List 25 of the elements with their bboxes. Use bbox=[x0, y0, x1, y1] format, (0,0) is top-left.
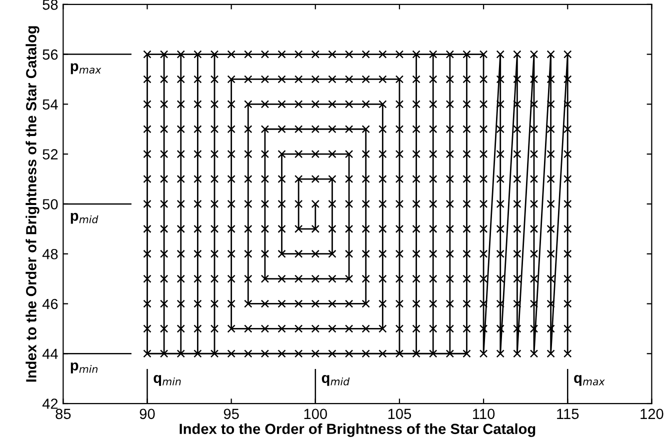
x-tick-label: 120 bbox=[640, 408, 664, 420]
ref-line-label: p$_{min}$ bbox=[70, 362, 98, 374]
y-axis-title: Index to the Order of Brightness of the Star Catalog bbox=[26, 26, 40, 382]
y-tick-label: 44 bbox=[42, 348, 58, 359]
x-tick-label: 105 bbox=[388, 408, 412, 420]
y-tick-label: 52 bbox=[42, 149, 58, 160]
y-tick-label: 56 bbox=[42, 49, 58, 60]
x-tick-label: 100 bbox=[304, 408, 327, 420]
x-tick-label: 110 bbox=[473, 408, 495, 420]
y-tick-label: 54 bbox=[42, 99, 58, 110]
x-tick-label: 90 bbox=[140, 408, 155, 420]
ref-line-label: p$_{mid}$ bbox=[70, 212, 98, 224]
x-axis-title: Index to the Order of Brightness of the Star Catalog bbox=[180, 423, 536, 438]
x-tick-label: 85 bbox=[56, 408, 71, 420]
y-tick-label: 58 bbox=[42, 0, 58, 10]
ref-line-label: q$_{min}$ bbox=[154, 374, 181, 386]
x-tick-label: 95 bbox=[224, 408, 239, 420]
ref-line-label: p$_{max}$ bbox=[70, 63, 102, 74]
y-tick-label: 50 bbox=[42, 199, 58, 210]
y-tick-label: 42 bbox=[42, 398, 58, 409]
ref-line-label: q$_{max}$ bbox=[574, 374, 605, 386]
y-tick-label: 48 bbox=[42, 248, 58, 260]
y-tick-label: 46 bbox=[42, 298, 58, 310]
ref-line-label: q$_{mid}$ bbox=[322, 374, 350, 386]
x-tick-label: 115 bbox=[557, 408, 579, 420]
